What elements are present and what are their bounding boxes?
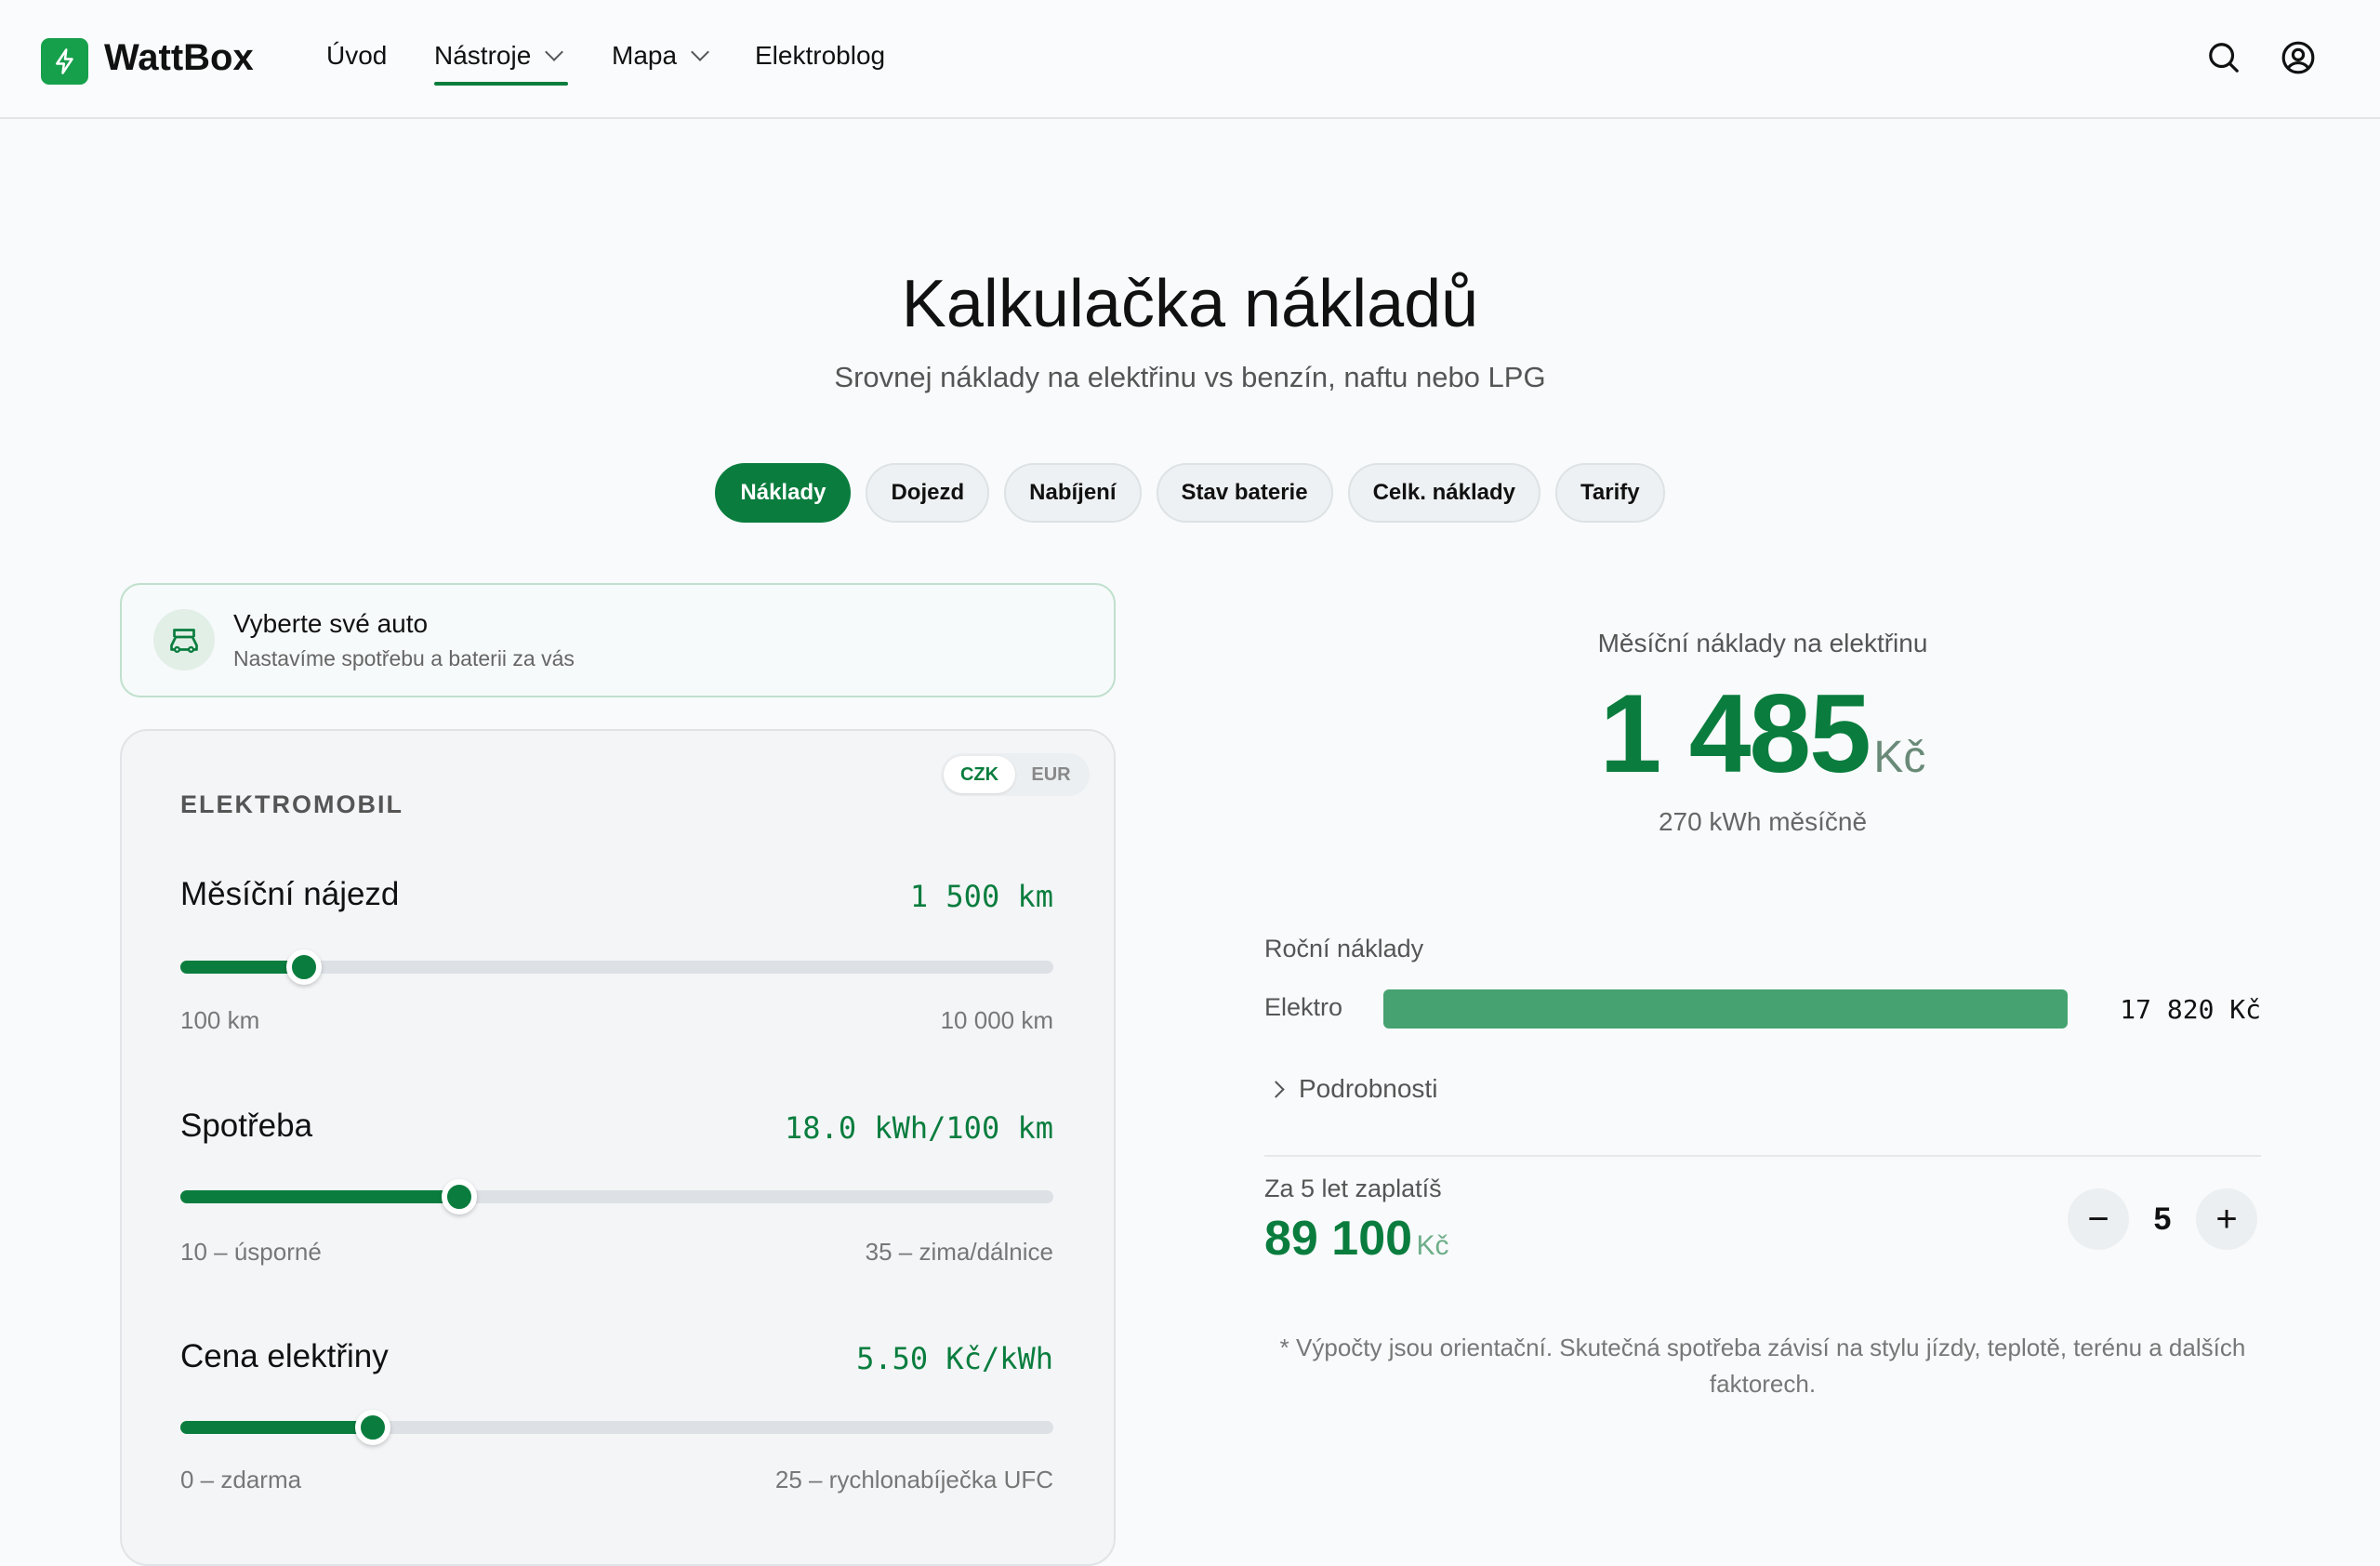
slider-thumb[interactable] bbox=[442, 1179, 478, 1214]
footnote: * Výpočty jsou orientační. Skutečná spot… bbox=[1279, 1334, 2246, 1398]
nav-label: Elektroblog bbox=[755, 41, 886, 70]
years-total: 89 100 Kč bbox=[1264, 1211, 1449, 1267]
section-heading: ELEKTROMOBIL bbox=[180, 790, 403, 818]
mileage-min-label: 100 km bbox=[180, 1006, 260, 1034]
mileage-max-label: 10 000 km bbox=[940, 1006, 1053, 1034]
years-label: Za 5 let zaplatíš bbox=[1264, 1174, 1442, 1202]
details-label: Podrobnosti bbox=[1299, 1074, 1438, 1103]
select-car-card[interactable]: Vyberte své auto Nastavíme spotřebu a ba… bbox=[120, 583, 1116, 697]
monthly-cost: 1 485 Kč bbox=[1264, 670, 2261, 798]
plus-icon: + bbox=[2215, 1198, 2238, 1240]
brand-name[interactable]: WattBox bbox=[104, 37, 254, 78]
search-icon[interactable] bbox=[2206, 40, 2241, 80]
consumption-max-label: 35 – zima/dálnice bbox=[865, 1238, 1053, 1266]
select-car-title: Vyberte své auto bbox=[233, 609, 429, 638]
chevron-right-icon bbox=[1267, 1080, 1285, 1098]
car-icon bbox=[153, 609, 215, 670]
price-slider[interactable] bbox=[180, 1410, 1053, 1445]
mileage-label: Měsíční nájezd bbox=[180, 876, 400, 912]
years-stepper: − 5 + bbox=[2068, 1188, 2257, 1250]
price-value: 5.50 Kč/kWh bbox=[856, 1341, 1053, 1376]
annual-row-value: 17 820 Kč bbox=[2120, 994, 2261, 1025]
mileage-slider[interactable] bbox=[180, 949, 1053, 985]
nav-label: Úvod bbox=[326, 41, 388, 70]
consumption-value: 18.0 kWh/100 km bbox=[785, 1110, 1053, 1146]
slider-fill bbox=[180, 1190, 460, 1203]
tab-stav-baterie[interactable]: Stav baterie bbox=[1156, 463, 1333, 523]
price-max-label: 25 – rychlonabíječka UFC bbox=[774, 1466, 1053, 1493]
nav-nastroje[interactable]: Nástroje bbox=[434, 41, 564, 71]
monthly-cost-label: Měsíční náklady na elektřinu bbox=[1597, 629, 1928, 657]
divider bbox=[1264, 1155, 2261, 1157]
price-label: Cena elektřiny bbox=[180, 1338, 389, 1374]
page-subtitle: Srovnej náklady na elektřinu vs benzín, … bbox=[834, 361, 1546, 393]
annual-bar bbox=[1383, 989, 2068, 1029]
tab-nabijeni[interactable]: Nabíjení bbox=[1004, 463, 1142, 523]
tab-celk-naklady[interactable]: Celk. náklady bbox=[1347, 463, 1540, 523]
slider-thumb[interactable] bbox=[354, 1410, 390, 1445]
slider-thumb[interactable] bbox=[285, 949, 322, 985]
chevron-down-icon bbox=[545, 43, 564, 61]
logo-bolt-icon[interactable] bbox=[41, 38, 88, 85]
top-nav: WattBox Úvod Nástroje Mapa Elektroblog bbox=[0, 0, 2380, 119]
tab-naklady[interactable]: Náklady bbox=[715, 463, 852, 523]
currency-czk[interactable]: CZK bbox=[944, 756, 1015, 793]
nav-elektroblog[interactable]: Elektroblog bbox=[755, 41, 885, 71]
select-car-subtitle: Nastavíme spotřebu a baterii za vás bbox=[233, 646, 575, 670]
slider-fill bbox=[180, 1421, 373, 1434]
price-min-label: 0 – zdarma bbox=[180, 1466, 302, 1493]
consumption-min-label: 10 – úsporné bbox=[180, 1238, 322, 1266]
mileage-value: 1 500 km bbox=[909, 879, 1053, 914]
active-nav-indicator bbox=[434, 82, 568, 86]
monthly-cost-value: 1 485 bbox=[1599, 671, 1871, 796]
years-total-unit: Kč bbox=[1416, 1230, 1449, 1261]
monthly-cost-unit: Kč bbox=[1873, 733, 1926, 782]
tab-tarify[interactable]: Tarify bbox=[1555, 463, 1665, 523]
user-icon[interactable] bbox=[2281, 40, 2316, 80]
annual-bar-track bbox=[1383, 989, 2068, 1029]
slider-fill bbox=[180, 961, 304, 974]
annual-row-label: Elektro bbox=[1264, 993, 1343, 1021]
increment-button[interactable]: + bbox=[2196, 1188, 2257, 1250]
nav-label: Nástroje bbox=[434, 41, 532, 70]
nav-uvod[interactable]: Úvod bbox=[326, 41, 387, 71]
consumption-slider[interactable] bbox=[180, 1179, 1053, 1214]
currency-eur[interactable]: EUR bbox=[1031, 764, 1071, 785]
calculator-tabs: Náklady Dojezd Nabíjení Stav baterie Cel… bbox=[0, 463, 2380, 523]
tab-dojezd[interactable]: Dojezd bbox=[866, 463, 990, 523]
page-title: Kalkulačka nákladů bbox=[901, 267, 1479, 341]
years-total-value: 89 100 bbox=[1264, 1212, 1413, 1266]
decrement-button[interactable]: − bbox=[2068, 1188, 2129, 1250]
monthly-kwh: 270 kWh měsíčně bbox=[1658, 807, 1868, 836]
chevron-down-icon bbox=[691, 43, 709, 61]
ev-settings-panel bbox=[120, 729, 1116, 1566]
nav-mapa[interactable]: Mapa bbox=[612, 41, 709, 71]
consumption-label: Spotřeba bbox=[180, 1108, 313, 1144]
details-toggle[interactable]: Podrobnosti bbox=[1267, 1074, 1438, 1104]
annual-cost-label: Roční náklady bbox=[1264, 935, 1424, 962]
nav-label: Mapa bbox=[612, 41, 678, 70]
minus-icon: − bbox=[2087, 1198, 2109, 1240]
currency-toggle: CZK EUR bbox=[941, 753, 1090, 796]
years-value: 5 bbox=[2153, 1201, 2172, 1237]
